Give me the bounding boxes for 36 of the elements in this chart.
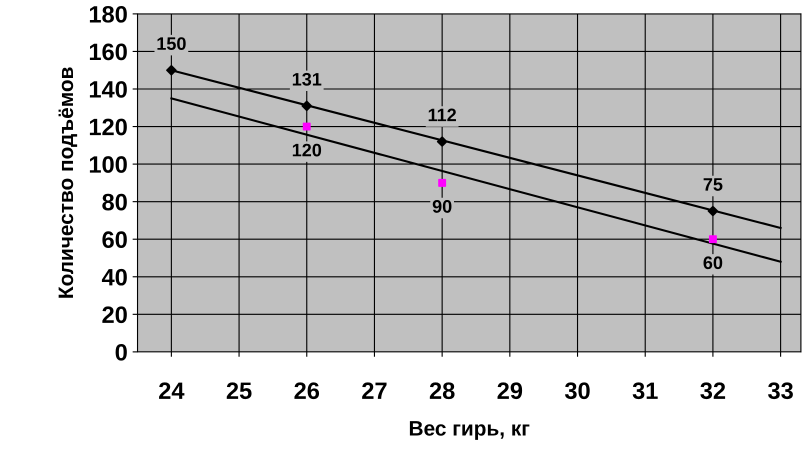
y-axis-title: Количество подъёмов xyxy=(58,67,78,298)
x-tick-label: 28 xyxy=(430,382,455,400)
data-label: 60 xyxy=(704,256,722,270)
point xyxy=(708,206,718,216)
point xyxy=(302,122,311,131)
y-tick-label: 180 xyxy=(90,6,127,23)
data-label: 90 xyxy=(432,200,452,213)
data-label: 120 xyxy=(292,144,322,156)
data-label: 150 xyxy=(157,37,186,50)
y-tick-label: 40 xyxy=(102,268,127,286)
y-tick-label: 100 xyxy=(90,156,127,173)
x-axis-title: Вес гирь, кг xyxy=(410,421,530,440)
y-tick-label: 80 xyxy=(102,194,127,210)
x-tick-label: 30 xyxy=(564,382,590,400)
data-label: 131 xyxy=(292,72,322,86)
y-tick-label: 120 xyxy=(90,118,127,136)
x-tick-label: 24 xyxy=(159,382,184,399)
x-tick-label: 26 xyxy=(294,382,320,400)
x-tick-label: 29 xyxy=(498,382,522,400)
x-tick-label: 27 xyxy=(362,382,387,399)
point xyxy=(166,64,177,76)
y-tick-label: 60 xyxy=(102,231,127,248)
x-tick-label: 25 xyxy=(226,382,252,400)
y-tick-label: 140 xyxy=(90,81,127,98)
x-tick-label: 32 xyxy=(700,382,726,400)
point xyxy=(436,136,448,147)
point xyxy=(438,178,446,187)
x-tick-label: 31 xyxy=(632,382,658,400)
point xyxy=(708,235,717,244)
data-label: 75 xyxy=(704,178,722,191)
y-tick-label: 20 xyxy=(102,306,127,324)
x-tick-label: 33 xyxy=(768,382,793,400)
point xyxy=(301,100,312,112)
data-label: 112 xyxy=(428,108,456,122)
y-tick-label: 160 xyxy=(90,44,127,60)
y-tick-label: 0 xyxy=(116,344,127,361)
